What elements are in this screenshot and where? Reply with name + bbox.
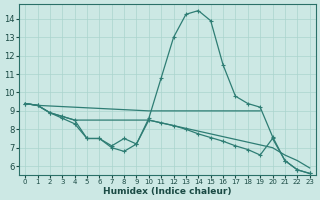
X-axis label: Humidex (Indice chaleur): Humidex (Indice chaleur): [103, 187, 232, 196]
